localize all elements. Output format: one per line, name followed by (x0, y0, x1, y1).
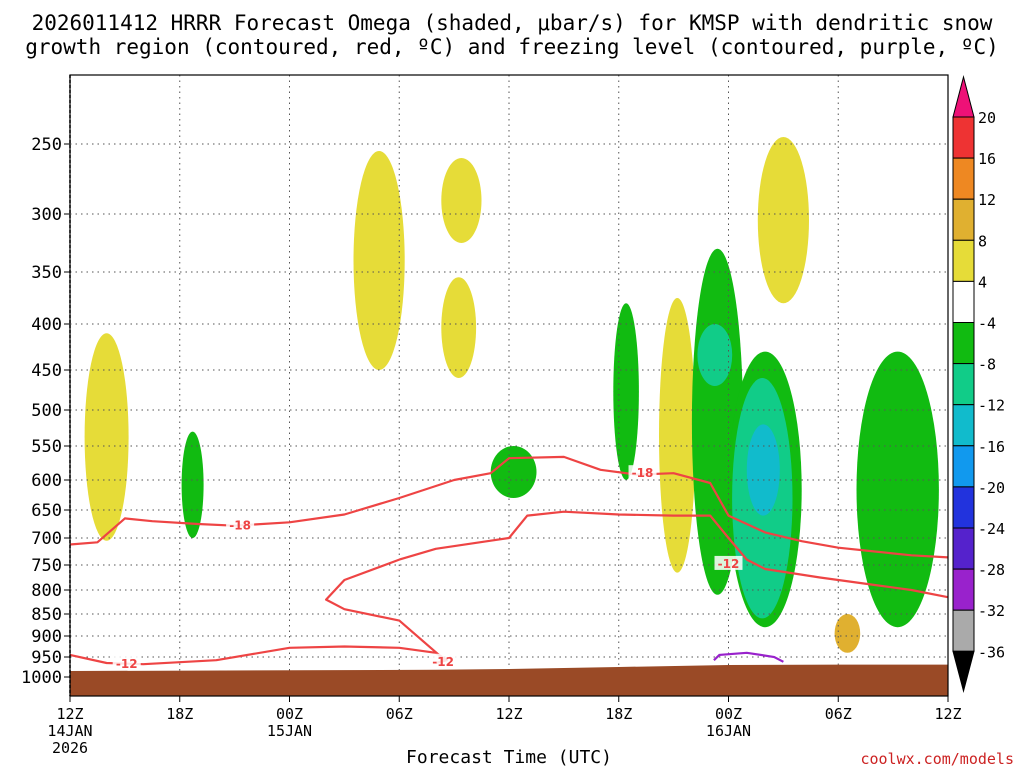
omega-region-14 (697, 324, 733, 386)
chart-title-line2: growth region (contoured, red, ºC) and f… (25, 35, 999, 59)
y-tick-label-4: 450 (31, 361, 62, 381)
contour-label-bg-4 (714, 555, 743, 570)
colorbar: 20 16 12 8 4 -4 -8 -12 -16 -20 -24 -28 -32 -36 (952, 75, 1005, 693)
y-tick-label-10: 750 (31, 556, 62, 576)
y-tick-label-5: 500 (31, 401, 62, 421)
contour-label-bg-0 (226, 517, 255, 532)
contour-label-3: -12 (432, 655, 454, 669)
omega-region-5 (757, 137, 810, 304)
y-tick-label-13: 900 (31, 627, 62, 647)
contour-label-2: -12 (116, 657, 138, 671)
y-tick-label-1: 300 (31, 205, 62, 225)
y-tick-label-2: 350 (31, 263, 62, 283)
colorbar-label-2: 12 (978, 191, 996, 209)
colorbar-bin-1 (952, 116, 975, 159)
omega-region-9 (613, 303, 639, 480)
contour-label-layer: -18 -18 -12 -12 -12 (112, 465, 743, 671)
omega-region-16 (746, 424, 780, 516)
colorbar-label-3: 8 (978, 232, 987, 250)
colorbar-bin-7 (952, 363, 975, 406)
contour-label-bg-2 (112, 656, 141, 671)
y-tick-label-12: 850 (31, 605, 62, 625)
x-tick-label-2-1: 15JAN (267, 722, 312, 740)
colorbar-bin-4 (952, 239, 975, 282)
colorbar-label-4: 4 (978, 273, 987, 291)
contour-label-bg-1 (628, 465, 657, 480)
colorbar-bin-11 (952, 527, 975, 570)
colorbar-label-10: -24 (978, 520, 1005, 538)
colorbar-bin-6 (952, 322, 975, 365)
colorbar-bin-9 (952, 445, 975, 488)
contour-label-1: -18 (632, 466, 654, 480)
y-tick-label-6: 550 (31, 437, 62, 457)
x-tick-label-6-1: 16JAN (706, 722, 751, 740)
colorbar-label-12: -32 (978, 602, 1005, 620)
y-tick-label-9: 700 (31, 529, 62, 549)
x-axis-label: Forecast Time (UTC) (406, 747, 612, 768)
y-tick-label-11: 800 (31, 581, 62, 601)
x-tick-label-7-0: 06Z (825, 705, 852, 723)
dgz-contour-2 (325, 510, 949, 662)
y-tick-label-0: 250 (31, 135, 62, 155)
omega-region-0 (84, 333, 129, 541)
x-tick-label-6-0: 00Z (715, 705, 742, 723)
colorbar-label-7: -12 (978, 397, 1005, 415)
colorbar-label-0: 20 (978, 109, 996, 127)
freezing-level-contour (713, 651, 784, 663)
omega-region-8 (181, 431, 204, 538)
contour-label-bg-3 (429, 653, 458, 668)
omega-region-4 (659, 298, 696, 573)
colorbar-bin-8 (952, 404, 975, 447)
colorbar-bin-3 (952, 198, 975, 241)
colorbar-bin-13 (952, 609, 975, 652)
colorbar-bin-5 (952, 280, 975, 323)
colorbar-bin-10 (952, 486, 975, 529)
omega-region-13 (856, 351, 939, 628)
y-axis-ticks: 2503003504004505005506006507007508008509… (21, 135, 70, 688)
contour-label-4: -12 (718, 557, 740, 571)
colorbar-bin-14 (952, 650, 975, 693)
omega-region-1 (353, 151, 405, 370)
omega-region-3 (441, 277, 477, 378)
x-tick-label-0-2: 2026 (52, 739, 88, 757)
chart-title-line1: 2026011412 HRRR Forecast Omega (shaded, … (32, 11, 993, 35)
x-tick-label-0-0: 12Z (56, 705, 83, 723)
credit-text: coolwx.com/models (860, 750, 1014, 768)
colorbar-bin-2 (952, 157, 975, 200)
colorbar-label-8: -16 (978, 438, 1005, 456)
contour-label-0: -18 (229, 519, 251, 533)
omega-region-10 (490, 446, 537, 498)
colorbar-bin-12 (952, 568, 975, 611)
x-tick-label-4-0: 12Z (495, 705, 522, 723)
x-tick-label-3-0: 06Z (386, 705, 413, 723)
x-tick-label-2-0: 00Z (276, 705, 303, 723)
colorbar-label-13: -36 (978, 643, 1005, 661)
y-tick-label-3: 400 (31, 315, 62, 335)
x-tick-label-5-0: 18Z (605, 705, 632, 723)
dgz-contour-0 (69, 455, 949, 559)
x-tick-label-1-0: 18Z (166, 705, 193, 723)
x-tick-label-0-1: 14JAN (47, 722, 92, 740)
colorbar-label-9: -20 (978, 479, 1005, 497)
colorbar-label-11: -28 (978, 561, 1005, 579)
omega-region-2 (441, 158, 482, 243)
y-tick-label-14: 950 (31, 648, 62, 668)
terrain-ground-fill (70, 664, 948, 696)
y-tick-label-8: 650 (31, 501, 62, 521)
omega-region-7 (834, 614, 861, 653)
omega-shading-layer (84, 137, 939, 653)
y-tick-label-15: 1000 (21, 668, 62, 688)
colorbar-label-6: -8 (978, 356, 996, 374)
terrain-layer (70, 664, 948, 696)
colorbar-label-5: -4 (978, 315, 996, 333)
x-tick-label-8-0: 12Z (934, 705, 961, 723)
y-tick-label-7: 600 (31, 471, 62, 491)
colorbar-label-1: 16 (978, 150, 996, 168)
